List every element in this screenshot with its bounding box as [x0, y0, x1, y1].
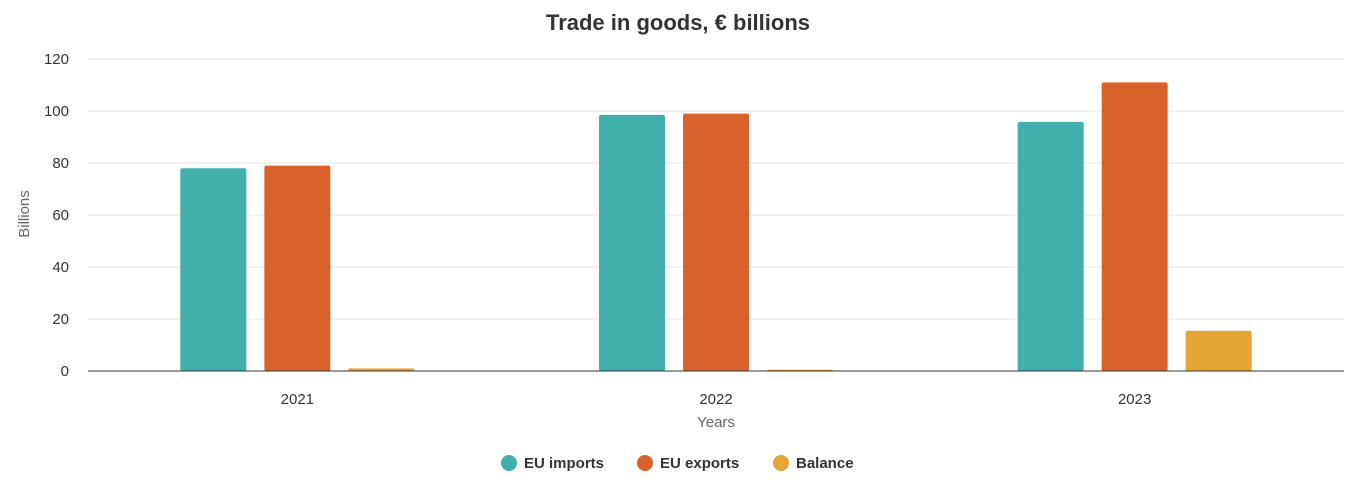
x-axis-label: Years: [697, 414, 735, 431]
y-tick-label: 80: [52, 155, 69, 172]
bar-eu-exports-2021: [264, 165, 331, 371]
legend-swatch: [773, 455, 789, 471]
y-tick-label: 60: [52, 207, 69, 224]
legend-label: Balance: [796, 455, 854, 472]
y-tick-label: 20: [52, 311, 69, 328]
legend-swatch: [501, 455, 517, 471]
y-tick-label: 0: [61, 363, 69, 380]
x-tick-label: 2021: [281, 391, 314, 408]
legend-item-balance[interactable]: Balance: [773, 455, 854, 472]
legend-label: EU exports: [660, 455, 739, 472]
y-tick-label: 40: [52, 259, 69, 276]
legend-swatch: [637, 455, 653, 471]
bar-balance-2023: [1185, 330, 1252, 371]
bar-balance-2021: [348, 368, 415, 371]
x-tick-label: 2023: [1118, 391, 1151, 408]
y-axis-label: Billions: [16, 190, 33, 238]
bar-eu-exports-2022: [683, 113, 749, 371]
legend-item-eu-imports[interactable]: EU imports: [501, 455, 604, 472]
bar-eu-imports-2021: [180, 168, 247, 371]
bar-eu-exports-2023: [1101, 82, 1168, 372]
x-axis-ticks: 2021 2022 2023: [281, 391, 1152, 408]
bars: [180, 82, 1252, 372]
y-axis-ticks: 0 20 40 60 80 100 120: [44, 51, 69, 380]
legend: EU imports EU exports Balance: [501, 455, 854, 472]
legend-label: EU imports: [524, 455, 604, 472]
y-tick-label: 120: [44, 51, 69, 68]
bar-eu-imports-2023: [1017, 121, 1084, 371]
chart-title: Trade in goods, € billions: [546, 10, 810, 35]
y-tick-label: 100: [44, 103, 69, 120]
bar-eu-imports-2022: [599, 114, 665, 372]
legend-item-eu-exports[interactable]: EU exports: [637, 455, 739, 472]
x-tick-label: 2022: [699, 391, 732, 408]
